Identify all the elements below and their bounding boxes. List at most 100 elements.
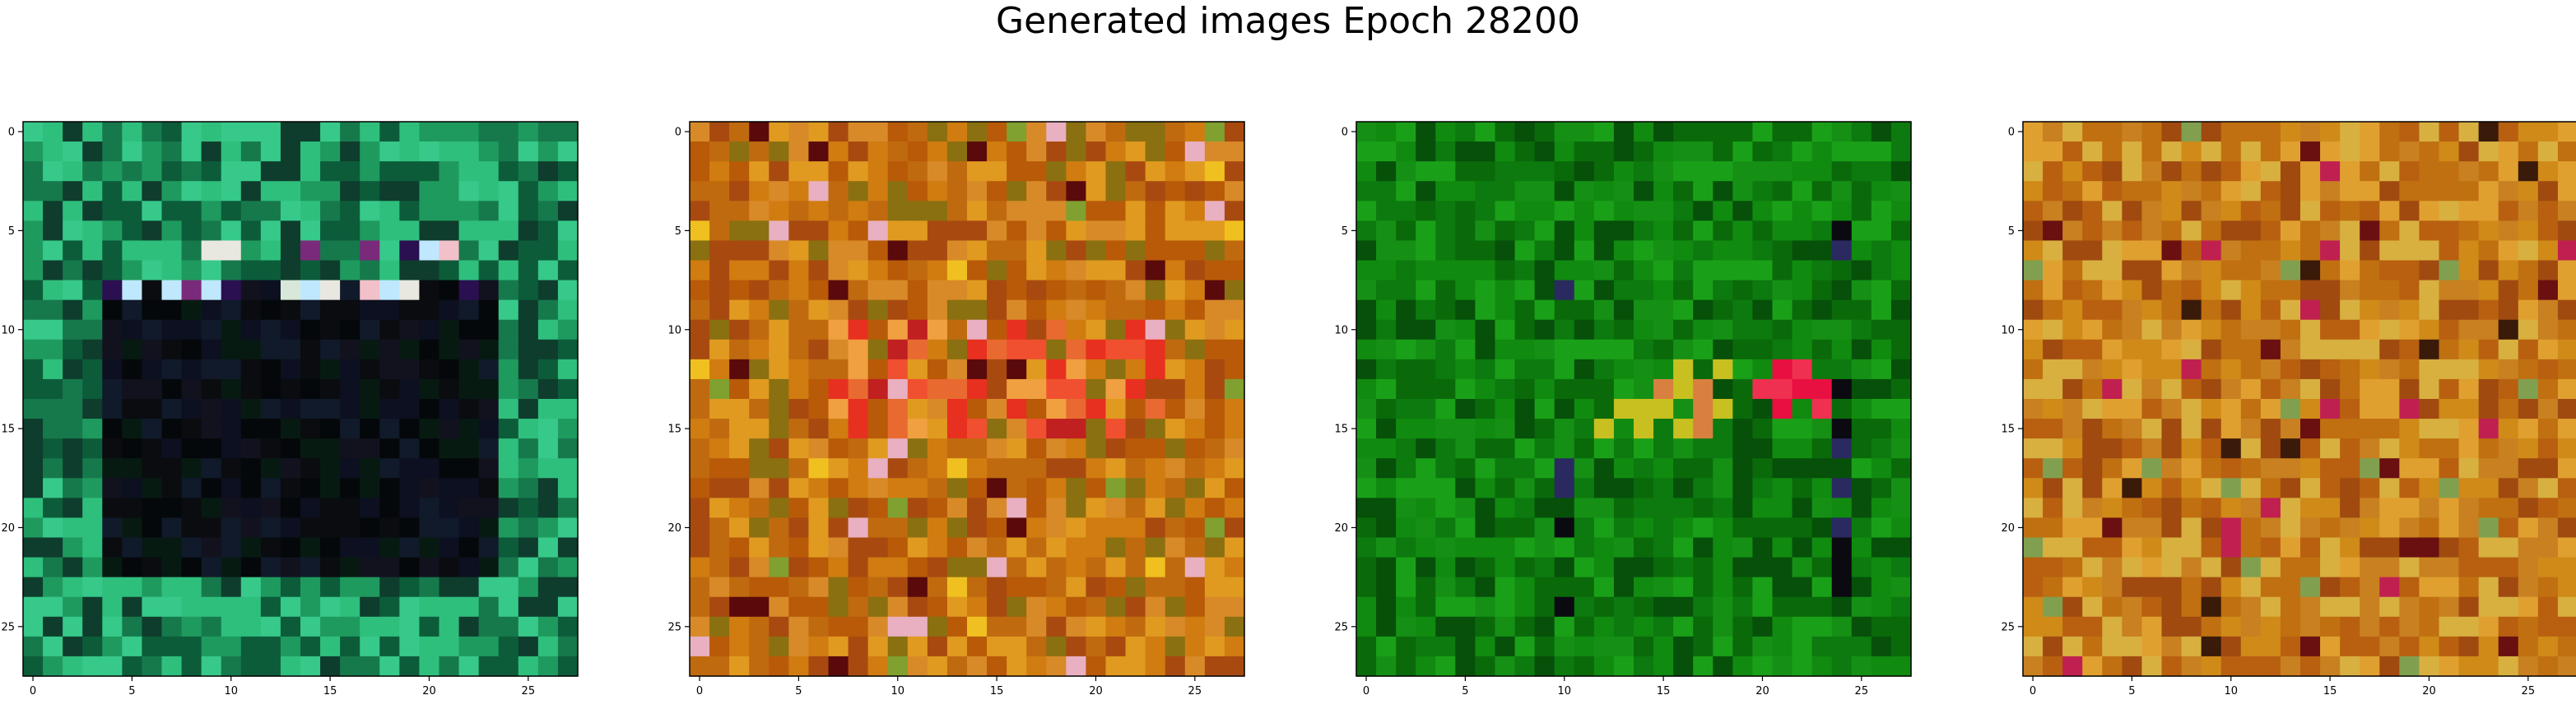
pixel-cell — [2082, 240, 2103, 262]
pixel-cell — [1145, 458, 1166, 479]
pixel-cell — [690, 419, 710, 439]
pixel-cell — [2082, 141, 2103, 162]
pixel-cell — [808, 399, 830, 419]
pixel-cell — [1851, 557, 1872, 578]
pixel-cell — [729, 478, 750, 498]
pixel-cell — [1046, 596, 1067, 618]
pixel-cell — [23, 438, 44, 459]
x-tick-label: 15 — [323, 685, 337, 697]
pixel-cell — [2260, 458, 2281, 479]
pixel-cell — [1752, 596, 1774, 618]
pixel-cell — [2181, 260, 2202, 281]
pixel-cell — [2082, 596, 2103, 618]
pixel-cell — [260, 319, 281, 341]
pixel-cell — [1086, 220, 1107, 242]
pixel-cell — [1416, 260, 1436, 281]
pixel-cell — [2181, 438, 2202, 459]
pixel-cell — [808, 596, 830, 618]
pixel-cell — [769, 220, 789, 242]
pixel-cell — [221, 636, 242, 657]
pixel-cell — [1165, 399, 1186, 419]
pixel-cell — [887, 478, 909, 498]
pixel-cell — [2498, 517, 2519, 539]
pixel-cell — [1495, 161, 1516, 182]
pixel-cell — [828, 280, 849, 301]
pixel-cell — [2518, 537, 2539, 558]
pixel-cell — [340, 181, 360, 202]
pixel-cell — [221, 557, 242, 578]
pixel-cell — [1145, 339, 1166, 360]
pixel-cell — [1376, 616, 1397, 637]
pixel-cell — [967, 517, 988, 539]
pixel-cell — [102, 319, 123, 341]
pixel-cell — [2062, 399, 2083, 419]
pixel-cell — [300, 656, 321, 677]
pixel-cell — [867, 280, 889, 301]
pixel-cell — [1811, 240, 1833, 262]
pixel-cell — [518, 280, 539, 301]
pixel-cell — [537, 280, 559, 301]
pixel-cell — [340, 240, 360, 262]
pixel-cell — [1713, 339, 1733, 360]
pixel-cell — [1184, 280, 1206, 301]
pixel-cell — [1534, 201, 1555, 221]
pixel-cell — [927, 339, 948, 360]
pixel-cell — [1026, 141, 1047, 162]
pixel-cell — [709, 299, 730, 321]
pixel-cell — [749, 517, 770, 539]
pixel-cell — [1455, 280, 1476, 301]
pixel-cell — [102, 399, 123, 419]
pixel-cell — [2161, 319, 2183, 341]
pixel-cell — [102, 577, 123, 598]
pixel-cell — [1224, 656, 1245, 677]
pixel-cell — [1593, 122, 1615, 142]
pixel-cell — [2240, 220, 2262, 242]
pixel-cell — [2320, 517, 2341, 539]
pixel-cell — [848, 458, 869, 479]
pixel-cell — [1204, 636, 1225, 657]
pixel-cell — [2439, 280, 2460, 301]
pixel-cell — [2201, 596, 2222, 618]
pixel-cell — [1356, 339, 1377, 360]
pixel-cell — [1554, 378, 1575, 400]
pixel-cell — [2478, 122, 2499, 142]
pixel-cell — [399, 339, 421, 360]
pixel-cell — [2220, 161, 2242, 182]
pixel-cell — [1693, 636, 1713, 657]
pixel-cell — [2220, 280, 2242, 301]
pixel-cell — [1046, 557, 1067, 578]
pixel-cell — [1007, 557, 1027, 578]
pixel-cell — [1514, 141, 1536, 162]
pixel-cell — [1534, 438, 1555, 459]
y-tick-label: 20 — [2001, 522, 2015, 535]
pixel-cell — [690, 161, 710, 182]
pixel-cell — [2181, 319, 2202, 341]
pixel-cell — [379, 438, 400, 459]
pixel-cell — [1184, 240, 1206, 262]
pixel-cell — [867, 220, 889, 242]
pixel-cell — [1713, 280, 1733, 301]
pixel-cell — [240, 636, 262, 657]
pixel-cell — [2399, 636, 2420, 657]
pixel-cell — [280, 122, 301, 142]
pixel-cell — [927, 478, 948, 498]
pixel-cell — [1455, 438, 1476, 459]
pixel-cell — [537, 399, 559, 419]
pixel-cell — [1593, 399, 1615, 419]
pixel-cell — [2023, 478, 2044, 498]
pixel-cell — [1416, 596, 1436, 618]
pixel-cell — [1613, 517, 1634, 539]
pixel-cell — [260, 122, 281, 142]
pixel-cell — [320, 201, 341, 221]
pixel-cell — [419, 141, 440, 162]
pixel-cell — [2300, 399, 2321, 419]
pixel-cell — [557, 616, 579, 637]
pixel-cell — [1653, 577, 1674, 598]
pixel-cell — [987, 458, 1007, 479]
pixel-cell — [142, 201, 163, 221]
pixel-cell — [1475, 438, 1496, 459]
pixel-cell — [887, 319, 909, 341]
pixel-cell — [1772, 299, 1793, 321]
pixel-cell — [320, 122, 341, 142]
pixel-cell — [2062, 359, 2083, 380]
